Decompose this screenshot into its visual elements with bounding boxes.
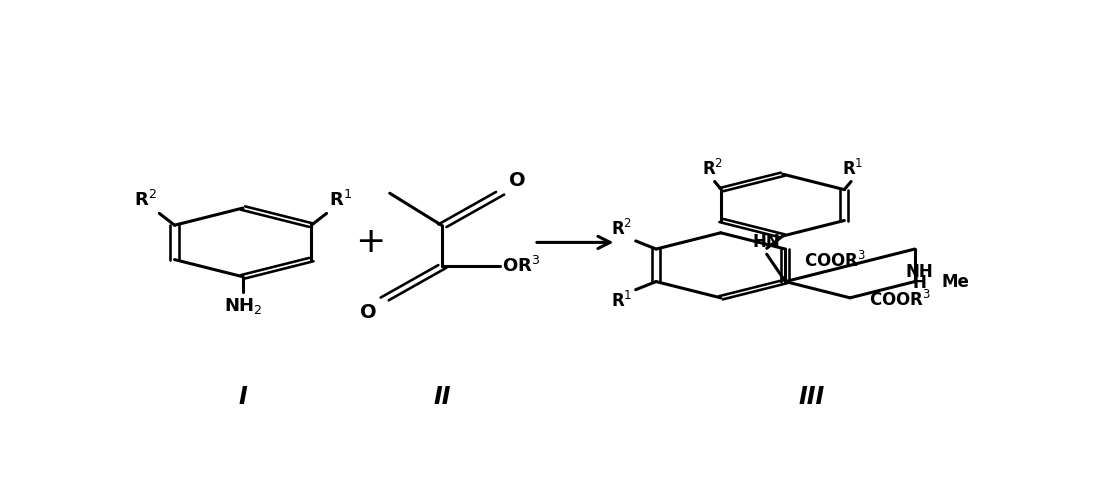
Text: O: O <box>359 303 377 322</box>
Text: OR$^3$: OR$^3$ <box>502 256 540 276</box>
Text: COOR$^3$: COOR$^3$ <box>868 289 931 310</box>
Text: +: + <box>355 226 385 259</box>
Text: R$^1$: R$^1$ <box>330 191 351 210</box>
Text: O: O <box>508 170 526 190</box>
Text: R$^2$: R$^2$ <box>702 158 724 179</box>
Text: COOR$^3$: COOR$^3$ <box>804 251 866 271</box>
Text: R$^2$: R$^2$ <box>134 191 157 210</box>
Text: III: III <box>798 385 825 409</box>
Text: Me: Me <box>942 273 970 290</box>
Text: I: I <box>239 385 247 409</box>
Text: II: II <box>434 385 451 409</box>
Text: H: H <box>912 274 926 292</box>
Text: R$^2$: R$^2$ <box>611 218 632 239</box>
Text: HN: HN <box>752 232 780 251</box>
Text: NH$_2$: NH$_2$ <box>223 296 262 316</box>
Text: R$^1$: R$^1$ <box>611 291 632 312</box>
Text: R$^1$: R$^1$ <box>842 158 864 179</box>
Text: NH: NH <box>906 263 933 281</box>
